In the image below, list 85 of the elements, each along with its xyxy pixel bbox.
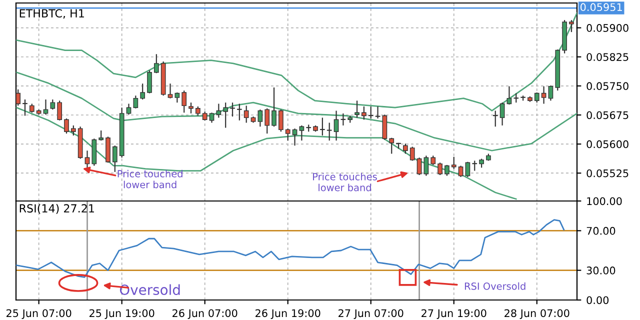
candlestick [534,92,540,104]
candlestick [389,137,394,154]
candlestick [196,106,200,116]
candlestick [292,128,298,146]
y-tick-label: 0.05750 [586,82,628,90]
candlestick [416,157,422,176]
y-tick-label: 0.05600 [586,140,628,148]
chart-title: ETHBTC, H1 [20,9,84,19]
candlestick [465,161,470,178]
x-tick-label: 27 Jun 07:00 [338,309,404,320]
x-tick-label: 26 Jun 07:00 [172,309,238,320]
candlestick [514,92,519,104]
candlestick [64,118,69,134]
chart-title: RSI(14) 27.21 [20,204,94,214]
candlestick [174,92,180,104]
candlestick [368,106,374,120]
x-tick-label: 28 Jun 07:00 [504,309,570,320]
candlestick [334,110,339,142]
candlestick [375,106,380,120]
y-tick-label: 0.05900 [586,24,628,32]
candlestick [500,102,505,126]
candlestick [154,54,159,74]
y-tick-label: 0.05675 [586,111,628,120]
candlestick [16,88,20,106]
ref-line-label: 0.05951 [580,3,622,12]
candlestick [403,143,408,154]
candlestick [188,102,194,114]
candlestick [451,156,456,170]
candlestick [569,19,574,33]
candlestick [548,84,554,102]
candlestick [354,100,360,118]
candlestick [458,165,464,178]
candlestick [216,103,222,118]
candlestick [22,98,28,116]
x-tick-label: 25 Jun 07:00 [6,309,72,320]
candlestick [126,103,132,116]
y-tick-label: 100.00 [587,197,622,206]
candlestick [472,160,478,172]
annotation: Oversold [120,284,180,296]
candlestick [299,124,304,142]
candlestick [285,128,290,142]
candlestick [506,86,512,106]
candlestick [264,108,270,134]
candlestick [133,95,138,109]
candlestick [244,105,249,124]
candlestick [209,112,214,124]
candlestick [230,102,235,118]
annotation: Price touches lower band [313,172,377,192]
candlestick [140,83,146,100]
x-tick-label: 26 Jun 19:00 [256,309,320,320]
x-tick-label: 27 Jun 19:00 [422,309,486,320]
candlestick [320,117,325,136]
candlestick [43,98,48,116]
annotation: Price touched lower band [118,170,182,188]
candlestick [438,162,442,176]
candlestick [541,86,546,104]
candlestick [50,98,56,110]
candlestick [430,155,436,166]
candlestick [57,100,62,121]
candlestick [223,102,228,128]
candlestick [168,83,173,99]
y-tick-label: 0.05825 [586,53,628,61]
y-tick-label: 70.00 [586,226,616,235]
candlestick [112,145,118,172]
y-tick-label: 30.00 [586,266,616,274]
candlestick [278,109,284,132]
candlestick [410,146,415,162]
candlestick [492,110,498,128]
y-tick-label: 0.05525 [586,169,628,178]
candlestick [147,70,152,94]
candlestick [182,90,187,114]
candlestick [382,114,388,140]
annotation: RSI Oversold [464,282,526,290]
candlestick [362,106,366,120]
y-tick-label: 0.00 [586,296,609,304]
candlestick [98,130,104,142]
candlestick [340,112,346,126]
candlestick [237,103,242,121]
candlestick [272,86,276,128]
candlestick [70,124,76,136]
x-tick-label: 25 Jun 19:00 [90,309,154,320]
candlestick [258,109,263,128]
candlestick [424,155,429,176]
candlestick [444,164,450,176]
candlestick [326,122,332,142]
